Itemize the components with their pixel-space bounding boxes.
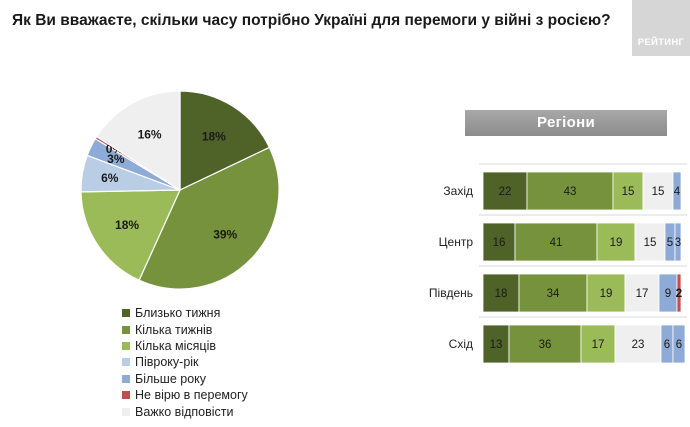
bar-segment-label: 2	[676, 288, 682, 300]
legend-item-hard-to-say: Важко відповісти	[122, 403, 248, 419]
pie-slice-label: 3%	[107, 152, 125, 166]
row-label: Центр	[439, 235, 474, 249]
bar-segment	[514, 222, 598, 262]
bar-segment-label: 17	[636, 288, 649, 300]
bar-segment-label: 6	[664, 339, 670, 351]
pie-slice	[179, 90, 271, 191]
bar-segment	[518, 273, 588, 313]
bar-segment-label: 15	[622, 186, 635, 198]
legend-swatch	[122, 325, 130, 334]
bar-segment-label: 41	[550, 237, 563, 249]
bar-segment	[526, 171, 614, 211]
legend-swatch	[122, 374, 130, 383]
bar-segment-label: 15	[652, 186, 665, 198]
legend-label: Близько тижня	[135, 306, 221, 321]
bar-segment-label: 34	[547, 288, 560, 300]
bar-segment	[624, 273, 660, 313]
pie-slice-label: 18%	[115, 218, 139, 232]
legend-label: Кілька місяців	[135, 338, 216, 353]
bar-segment	[580, 324, 616, 364]
bar-segment-label: 36	[539, 339, 552, 351]
bar-segment	[634, 222, 666, 262]
bar-segment-label: 9	[665, 288, 671, 300]
bar-segment	[482, 222, 516, 262]
legend-label: Більше року	[135, 371, 207, 386]
bar-segment-label: 16	[493, 237, 506, 249]
legend-item-close-to-week: Близько тижня	[122, 305, 248, 321]
bar-segment-label: 3	[675, 237, 681, 249]
region-header: Регіони	[465, 110, 667, 136]
bar-segment	[676, 273, 682, 313]
bar-segment-label: 23	[632, 339, 645, 351]
bar-segment-label: 17	[592, 339, 605, 351]
rating-logo: РЕЙТИНГ	[632, 0, 690, 56]
bar-segment	[672, 171, 682, 211]
bar-segment-label: 22	[499, 186, 512, 198]
legend-swatch	[122, 358, 130, 367]
legend-label: Півроку-рік	[135, 355, 199, 370]
bar-segment	[612, 171, 644, 211]
logo-text: РЕЙТИНГ	[637, 37, 685, 48]
bar-segment	[586, 273, 626, 313]
bar-segment-label: 18	[495, 288, 508, 300]
legend-item-more-than-year: Більше року	[122, 371, 248, 387]
bar-segment	[482, 273, 520, 313]
bar-segment-label: 19	[610, 237, 623, 249]
bar-segment	[642, 171, 674, 211]
pie-slice-label: 18%	[202, 129, 226, 143]
pie-slice	[95, 90, 181, 192]
pie-slice-label: 16%	[138, 127, 162, 141]
legend-label: Кілька тижнів	[135, 322, 213, 337]
legend-label: Важко відповісти	[135, 404, 234, 419]
row-label: Захід	[443, 184, 473, 198]
bar-segment-label: 15	[644, 237, 657, 249]
chart-title: Як Ви вважаєте, скільки часу потрібно Ук…	[12, 12, 611, 29]
bar-segment-label: 4	[674, 186, 681, 198]
legend-item-several-weeks: Кілька тижнів	[122, 321, 248, 337]
legend-swatch	[122, 407, 130, 416]
legend-item-several-months: Кілька місяців	[122, 338, 248, 354]
legend: Близько тижня Кілька тижнів Кілька місяц…	[122, 305, 248, 420]
legend-label: Не вірю в перемогу	[135, 388, 248, 403]
bar-segment-label: 5	[667, 237, 673, 249]
bar-segment	[596, 222, 636, 262]
bar-segment	[672, 324, 686, 364]
row-label: Південь	[429, 286, 473, 300]
bar-segment	[674, 222, 682, 262]
pie-slice	[138, 146, 280, 290]
pie-chart: 18%39%18%6%3%0%16%	[80, 90, 280, 290]
bar-segment-label: 19	[600, 288, 613, 300]
bar-segment-label: 13	[490, 339, 503, 351]
legend-item-half-year: Півроку-рік	[122, 354, 248, 370]
pie-slice-label: 6%	[101, 171, 119, 185]
legend-swatch	[122, 341, 130, 350]
row-label: Схід	[449, 337, 473, 351]
legend-swatch	[122, 391, 130, 400]
bar-segment-label: 43	[564, 186, 577, 198]
legend-item-no-belief: Не вірю в перемогу	[122, 387, 248, 403]
bar-segment-label: 6	[676, 339, 682, 351]
pie-slice-label: 39%	[213, 227, 237, 241]
region-bar-chart: Захід 22 43 15 15 4 Центр 16 41 19 15 5 3 Південь 18 34…	[429, 163, 687, 364]
legend-swatch	[122, 309, 130, 318]
pie-slice	[80, 189, 181, 281]
